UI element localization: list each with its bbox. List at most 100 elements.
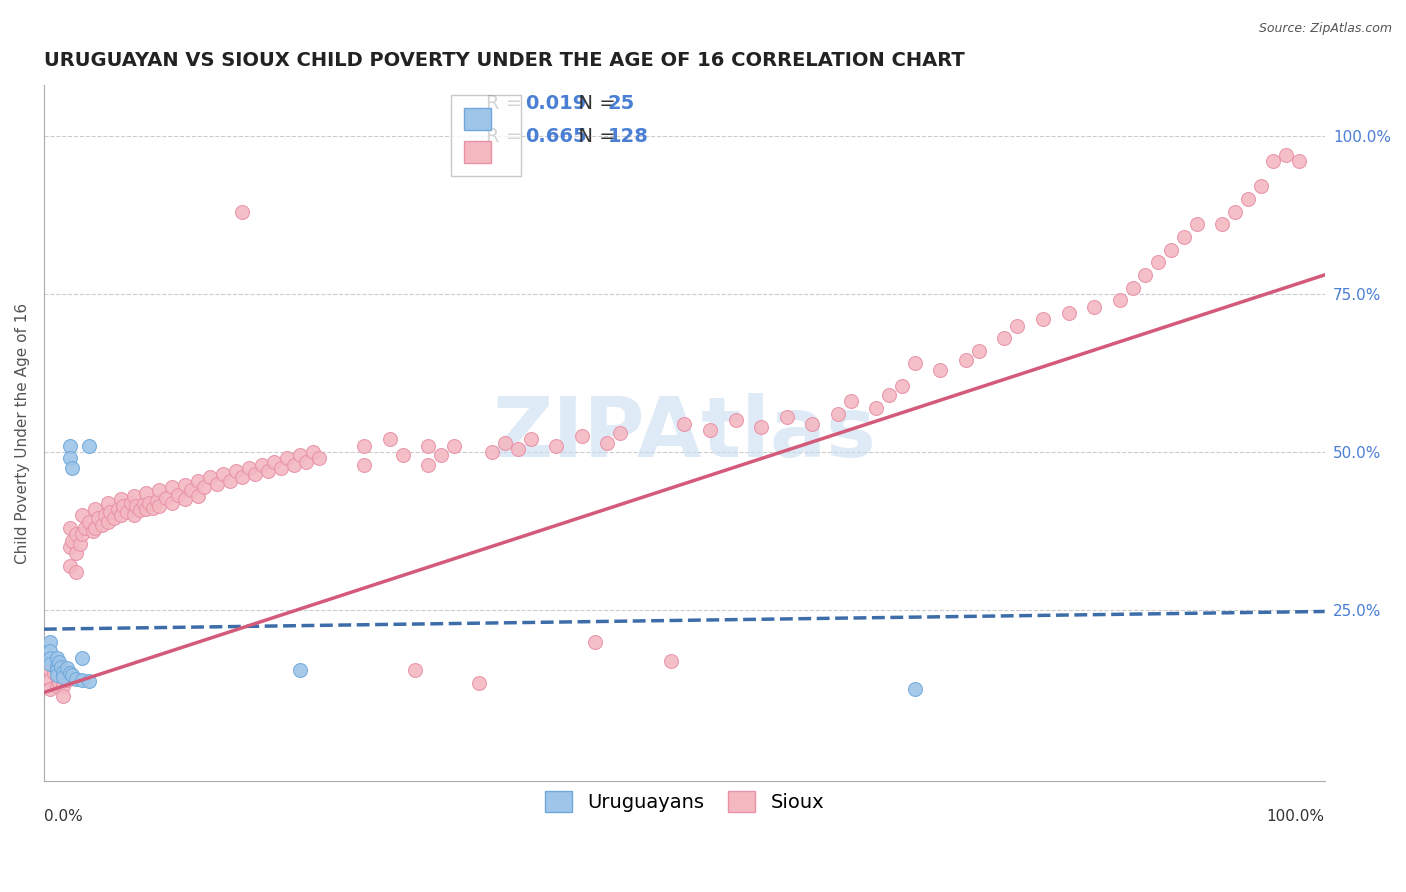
Point xyxy=(276,451,298,466)
Point xyxy=(58,521,80,535)
Point xyxy=(148,483,170,497)
Point xyxy=(97,496,120,510)
Point xyxy=(295,454,318,468)
Point xyxy=(69,537,91,551)
Point xyxy=(52,670,75,684)
Point xyxy=(45,667,67,681)
Point xyxy=(120,496,142,510)
Point xyxy=(72,527,94,541)
Point xyxy=(129,503,152,517)
Point xyxy=(200,470,222,484)
Point xyxy=(65,672,87,686)
Point xyxy=(250,458,273,472)
Point xyxy=(94,508,117,523)
Point xyxy=(238,461,260,475)
Point xyxy=(391,448,413,462)
Point xyxy=(904,682,927,697)
Point xyxy=(776,410,799,425)
Point xyxy=(82,524,104,538)
Text: Source: ZipAtlas.com: Source: ZipAtlas.com xyxy=(1258,22,1392,36)
Point xyxy=(1032,312,1054,326)
Text: N =: N = xyxy=(567,128,623,146)
Point xyxy=(60,461,83,475)
Point xyxy=(609,425,631,440)
Point xyxy=(48,676,70,690)
Point xyxy=(45,650,67,665)
Point xyxy=(52,679,75,693)
Point xyxy=(52,689,75,703)
Point xyxy=(39,663,62,677)
Point xyxy=(865,401,887,415)
Point xyxy=(173,492,195,507)
Point xyxy=(39,682,62,697)
Point xyxy=(73,521,96,535)
Point xyxy=(58,666,80,681)
Text: URUGUAYAN VS SIOUX CHILD POVERTY UNDER THE AGE OF 16 CORRELATION CHART: URUGUAYAN VS SIOUX CHILD POVERTY UNDER T… xyxy=(44,51,965,70)
Text: N =: N = xyxy=(567,95,623,113)
Point xyxy=(58,540,80,554)
Y-axis label: Child Poverty Under the Age of 16: Child Poverty Under the Age of 16 xyxy=(15,302,30,564)
Point xyxy=(110,508,132,523)
Point xyxy=(212,467,235,482)
Point xyxy=(72,673,94,687)
Point xyxy=(596,435,619,450)
Point xyxy=(231,204,253,219)
Text: 128: 128 xyxy=(607,128,648,146)
Point xyxy=(1160,243,1182,257)
Point xyxy=(77,439,100,453)
Point xyxy=(205,476,228,491)
Point xyxy=(967,343,990,358)
Point xyxy=(263,454,285,468)
Point xyxy=(45,663,67,677)
Point xyxy=(90,517,112,532)
Point xyxy=(1275,147,1298,161)
Point xyxy=(724,413,747,427)
Point xyxy=(125,499,148,513)
Point xyxy=(39,650,62,665)
Point xyxy=(65,546,87,560)
Text: 0.019: 0.019 xyxy=(526,95,586,113)
Point xyxy=(142,500,165,515)
Point xyxy=(122,508,145,523)
Point xyxy=(132,497,155,511)
Text: 0.665: 0.665 xyxy=(526,128,588,146)
Point xyxy=(1185,217,1208,231)
Point xyxy=(416,458,439,472)
Point xyxy=(160,480,183,494)
Text: R =: R = xyxy=(485,95,529,113)
Point xyxy=(115,505,138,519)
Point xyxy=(77,674,100,689)
Point xyxy=(661,654,683,668)
Point xyxy=(145,494,167,508)
Point xyxy=(193,480,215,494)
Point xyxy=(155,491,177,505)
Text: R =: R = xyxy=(485,128,529,146)
Point xyxy=(302,445,325,459)
Point xyxy=(58,451,80,466)
Point xyxy=(45,670,67,684)
Point xyxy=(993,331,1015,345)
Point xyxy=(72,650,94,665)
Point xyxy=(49,660,72,674)
Point xyxy=(270,461,292,475)
Point xyxy=(673,417,696,431)
Point xyxy=(39,657,62,671)
Point xyxy=(231,470,253,484)
Point xyxy=(353,458,375,472)
Point xyxy=(225,464,247,478)
Point xyxy=(1223,204,1246,219)
Point xyxy=(1211,217,1233,231)
Point xyxy=(218,474,240,488)
Point xyxy=(929,363,952,377)
Point xyxy=(56,661,79,675)
Point xyxy=(571,429,593,443)
Point xyxy=(353,439,375,453)
Point xyxy=(891,378,914,392)
Legend: Uruguayans, Sioux: Uruguayans, Sioux xyxy=(537,783,832,820)
Point xyxy=(416,439,439,453)
Point xyxy=(443,439,465,453)
Point xyxy=(135,502,157,516)
Point xyxy=(1108,293,1130,308)
Point xyxy=(173,478,195,492)
Point xyxy=(100,505,122,519)
